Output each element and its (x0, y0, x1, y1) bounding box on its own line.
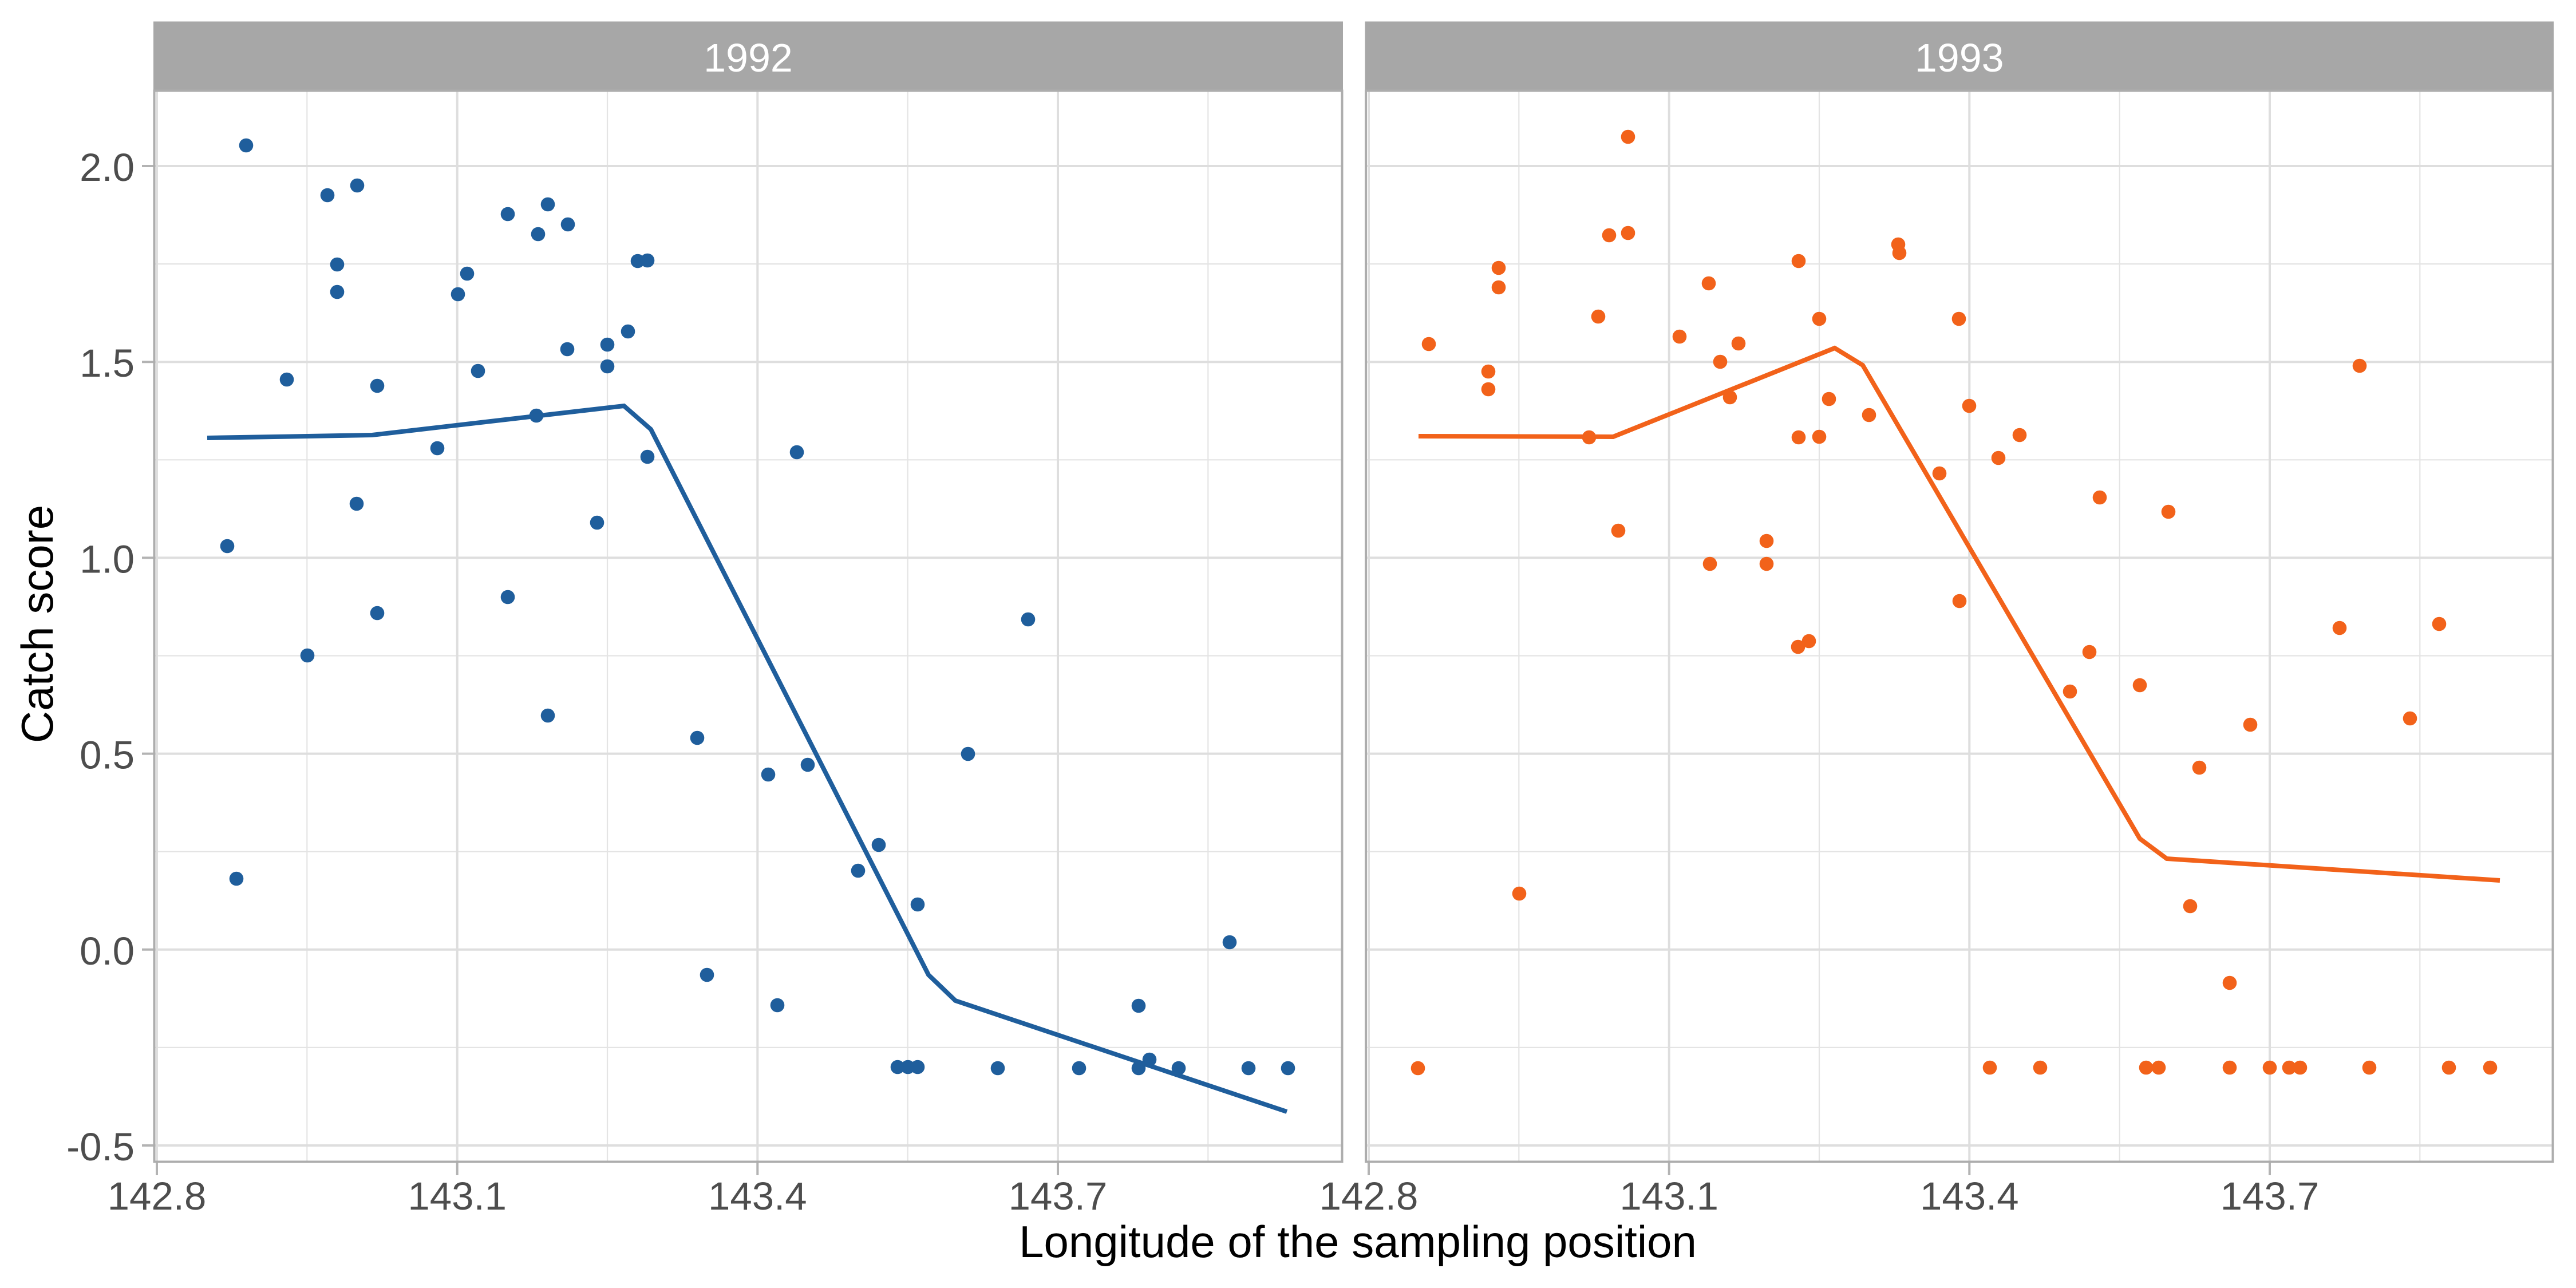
svg-text:-0.5: -0.5 (66, 1125, 135, 1169)
svg-text:143.4: 143.4 (1920, 1174, 2019, 1218)
svg-text:1993: 1993 (1915, 35, 2004, 80)
svg-text:143.7: 143.7 (2221, 1174, 2320, 1218)
svg-text:143.1: 143.1 (1619, 1174, 1718, 1218)
svg-text:1.5: 1.5 (80, 341, 135, 385)
svg-text:143.1: 143.1 (408, 1174, 507, 1218)
svg-text:142.8: 142.8 (108, 1174, 207, 1218)
svg-text:0.5: 0.5 (80, 733, 135, 777)
svg-text:2.0: 2.0 (80, 145, 135, 189)
svg-text:0.0: 0.0 (80, 929, 135, 973)
svg-text:143.7: 143.7 (1009, 1174, 1108, 1218)
svg-text:Catch score: Catch score (12, 505, 62, 743)
svg-text:1992: 1992 (704, 35, 793, 80)
svg-text:1.0: 1.0 (80, 537, 135, 581)
svg-text:142.8: 142.8 (1319, 1174, 1419, 1218)
svg-text:Longitude of the sampling posi: Longitude of the sampling position (1019, 1216, 1697, 1267)
svg-text:143.4: 143.4 (708, 1174, 807, 1218)
